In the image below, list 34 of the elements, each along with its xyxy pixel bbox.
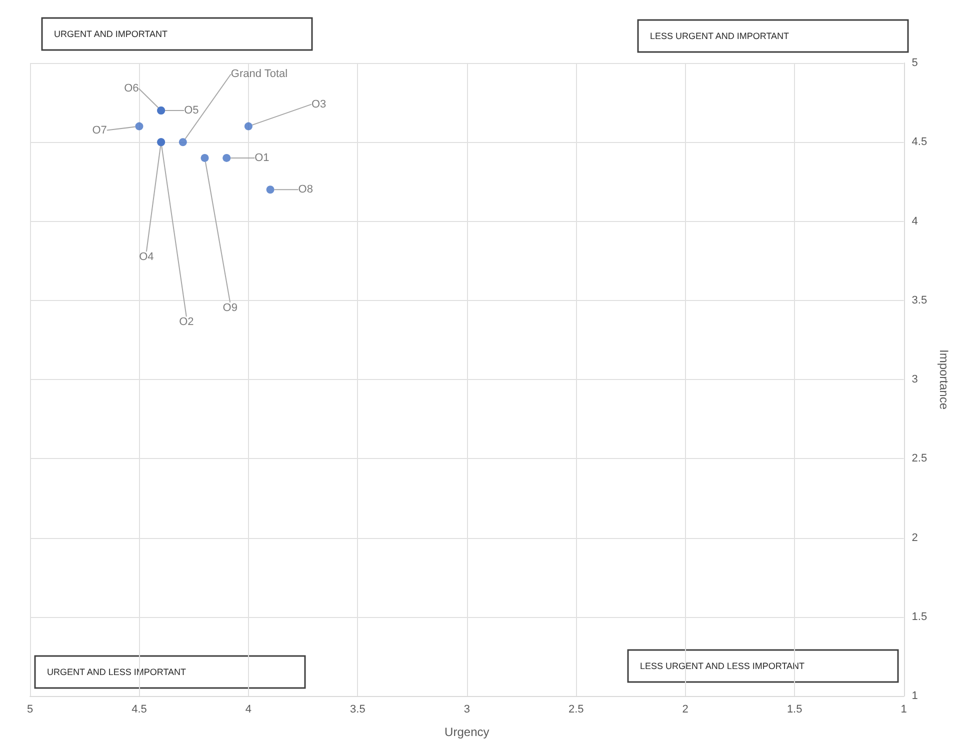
y-tick-label: 1.5 — [912, 610, 928, 623]
x-tick-label: 1.5 — [786, 704, 802, 716]
x-tick-label: 4.5 — [132, 704, 147, 716]
y-tick-label: 4 — [912, 215, 918, 228]
text: URGENT AND IMPORTANT — [54, 29, 168, 39]
data-label: O1 — [254, 152, 270, 164]
annotation: LESS URGENT AND LESS IMPORTANT — [640, 661, 806, 671]
data-label: O7 — [92, 124, 107, 136]
data-label: O4 — [139, 251, 154, 264]
x-tick-label: 3 — [464, 704, 470, 716]
data-label: O3 — [311, 98, 326, 110]
y-tick-label: 4.5 — [912, 136, 928, 148]
data-label: O8 — [298, 184, 313, 196]
x-tick-label: 1 — [900, 704, 907, 716]
y-tick-label: 3 — [912, 374, 918, 386]
x-tick-label: 2.5 — [568, 704, 584, 716]
x-tick-label: 4 — [245, 704, 252, 716]
data-label: O2 — [179, 316, 194, 328]
text: LESS URGENT AND IMPORTANT — [650, 31, 790, 41]
y-tick-label: 2 — [912, 532, 918, 544]
annotation: URGENT AND LESS IMPORTANT — [47, 667, 187, 677]
y-tick-label: 3.5 — [912, 294, 928, 306]
y-tick-label: 5 — [912, 57, 918, 69]
data-label: O5 — [184, 104, 199, 116]
y-tick-label: 2.5 — [912, 452, 928, 465]
y-axis-title: Importance — [937, 349, 951, 410]
x-axis-title: Urgency — [444, 725, 490, 739]
x-tick-label: 5 — [26, 704, 34, 716]
data-label: O9 — [222, 302, 238, 314]
data-label: Grand Total — [230, 68, 288, 80]
x-tick-label: 2 — [682, 704, 688, 716]
x-tick-label: 3.5 — [350, 704, 366, 716]
y-tick-label: 1 — [912, 690, 918, 702]
data-label: O6 — [124, 82, 139, 94]
